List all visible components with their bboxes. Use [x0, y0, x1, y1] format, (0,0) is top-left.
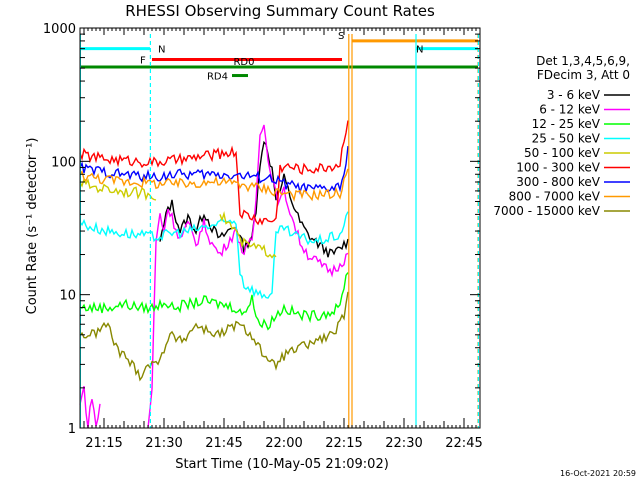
legend-label-6-12-keV: 6 - 12 keV — [539, 103, 601, 117]
state-bar-label-1: N — [416, 45, 423, 56]
series-300-800-keV-line — [79, 146, 349, 195]
legend-label-50-100-keV: 50 - 100 keV — [524, 146, 601, 160]
y-axis-label: Count Rate (s⁻¹ detector⁻¹) — [25, 138, 40, 315]
timestamp: 16-Oct-2021 20:59 — [560, 469, 636, 478]
state-bar-label-5: RD4 — [207, 72, 228, 83]
y-tick-label-1: 10 — [59, 289, 76, 304]
x-tick-label-5: 22:30 — [385, 436, 422, 451]
x-tick-label-4: 22:15 — [325, 436, 362, 451]
legend-label-100-300-keV: 100 - 300 keV — [516, 161, 600, 175]
series-800-7000-keV-line — [79, 168, 349, 202]
series-3-6-keV-line — [159, 140, 349, 258]
axes-layer: 1 10 100 1000 21:15 21:30 21:45 22:00 22:15 22:30… — [43, 22, 483, 451]
chart-title: RHESSI Observing Summary Count Rates — [125, 2, 435, 20]
state-bar-label-3: S — [338, 31, 344, 42]
legend-header-line-2: FDecim 3, Att 0 — [537, 68, 630, 82]
series-7000-15000-keV-line — [79, 291, 349, 382]
series-layer — [79, 120, 349, 429]
x-tick-label-6: 22:45 — [445, 436, 482, 451]
x-tick-label-0: 21:15 — [85, 436, 122, 451]
state-bars-layer: N N F S RD0 RD4 — [80, 31, 478, 83]
y-tick-label-2: 100 — [51, 155, 76, 170]
x-tick-label-3: 22:00 — [265, 436, 302, 451]
series-50-100-keV-line — [79, 177, 277, 259]
series-25-50-keV-line — [79, 211, 349, 300]
legend-label-12-25-keV: 12 - 25 keV — [532, 117, 601, 131]
x-tick-label-2: 21:45 — [205, 436, 242, 451]
series-100-300-keV-line — [79, 120, 349, 226]
legend-header-line-1: Det 1,3,4,5,6,9, — [536, 54, 630, 68]
y-tick-label-0: 1 — [68, 422, 76, 437]
state-bar-label-0: N — [158, 45, 165, 56]
x-tick-label-1: 21:30 — [145, 436, 182, 451]
y-tick-label-3: 1000 — [43, 22, 76, 37]
legend-label-300-800-keV: 300 - 800 keV — [516, 175, 600, 189]
legend-label-7000-15000-keV: 7000 - 15000 keV — [493, 204, 600, 218]
legend-label-3-6-keV: 3 - 6 keV — [547, 88, 601, 102]
state-bar-label-2: F — [140, 56, 146, 67]
legend-label-25-50-keV: 25 - 50 keV — [532, 132, 601, 146]
state-bar-label-4: RD0 — [233, 57, 254, 68]
series-12-25-keV-line — [79, 272, 349, 331]
vertical-markers-layer — [79, 34, 479, 428]
x-axis-label: Start Time (10-May-05 21:09:02) — [175, 457, 389, 472]
legend-label-800-7000-keV: 800 - 7000 keV — [509, 190, 601, 204]
